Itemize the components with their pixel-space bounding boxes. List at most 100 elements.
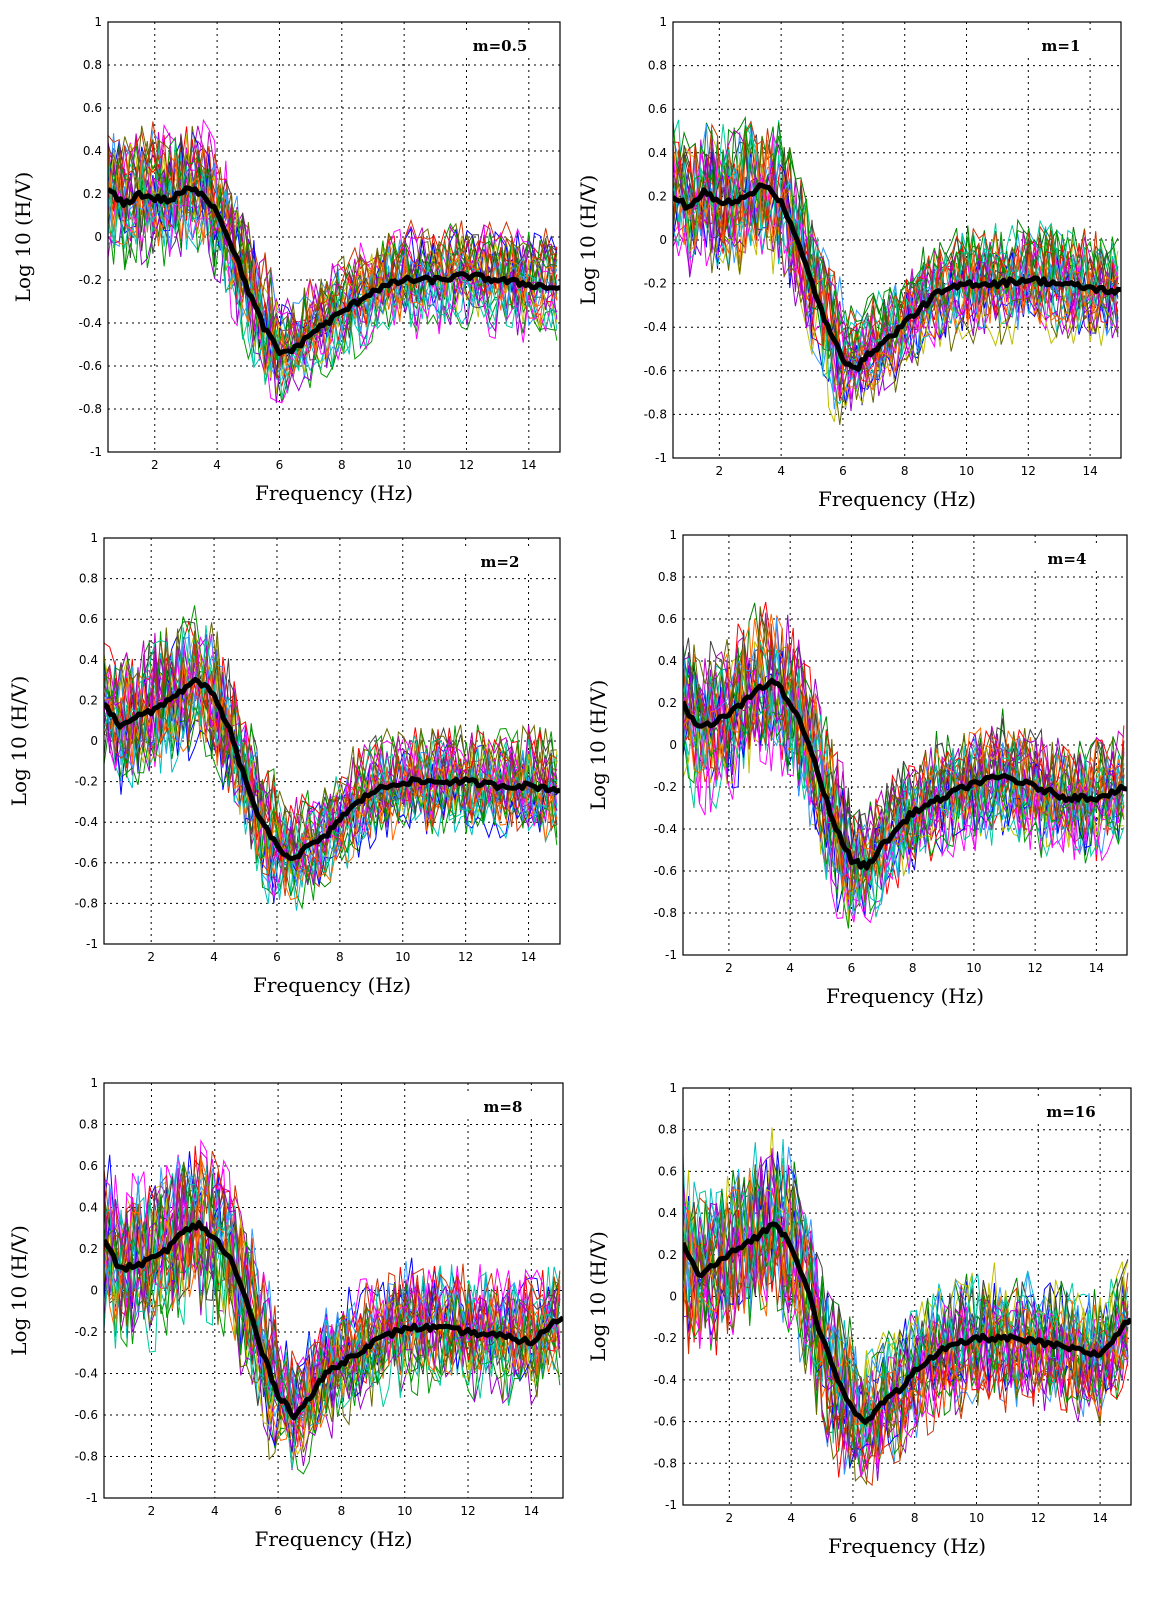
y-tick-label: -0.6 [75,1408,98,1422]
y-tick-label: 0.6 [79,612,98,626]
annotation-bg [1021,32,1099,58]
plot-frame [682,1087,1132,1506]
mean-hv-curve [683,1221,1131,1425]
y-axis-label: Log 10 (H/V) [11,172,35,303]
x-tick-label: 8 [909,961,917,975]
x-tick-label: 4 [211,1504,219,1518]
m-annotation: m=8 [484,1098,523,1116]
y-tick-label: -0.4 [654,1373,677,1387]
x-tick-label: 14 [524,1504,539,1518]
y-tick-label: -0.2 [75,1325,98,1339]
x-tick-label: 12 [1031,1511,1046,1525]
mean-hv-curve [673,182,1121,372]
y-tick-label: 0.6 [79,1159,98,1173]
x-tick-label: 2 [716,464,724,478]
y-tick-label: -0.8 [654,1456,677,1470]
plot-area [673,115,1121,425]
plot-area [108,118,560,404]
y-tick-label: -0.4 [644,320,667,334]
x-tick-label: 6 [848,961,856,975]
x-axis-label: Frequency (Hz) [826,984,984,1008]
x-tick-label: 8 [911,1511,919,1525]
y-tick-label: -1 [90,445,102,459]
x-tick-label: 10 [959,464,974,478]
y-axis-label: Log 10 (H/V) [7,676,31,807]
individual-hv-curve [104,1168,561,1449]
x-tick-label: 6 [276,458,284,472]
y-tick-label: 0.2 [648,189,667,203]
plot-frame [682,534,1128,956]
x-tick-label: 4 [787,1511,795,1525]
x-tick-label: 8 [336,950,344,964]
individual-hv-curve [683,1164,1129,1456]
individual-hv-curve [108,148,558,375]
plot-frame [103,1082,564,1499]
x-tick-label: 6 [849,1511,857,1525]
y-tick-label: 1 [94,15,102,29]
chart-panel-6: -1-0.8-0.6-0.4-0.200.20.40.60.812 4 6 8 10 12… [586,1081,1132,1558]
y-tick-label: -0.6 [654,864,677,878]
annotation-bg [1027,545,1105,571]
y-tick-label: -0.2 [644,277,667,291]
y-tick-label: 0.4 [83,144,102,158]
annotation-bg [1031,1098,1109,1124]
mean-hv-curve [108,185,560,356]
individual-hv-curve [683,606,1125,880]
y-tick-label: -0.4 [75,815,98,829]
m-annotation: m=1 [1042,37,1081,55]
m-annotation: m=0.5 [473,37,528,55]
y-tick-label: 0.4 [79,1201,98,1215]
y-tick-label: -1 [665,948,677,962]
y-tick-label: 0 [659,233,667,247]
individual-hv-curve [108,131,558,351]
x-tick-label: 12 [460,1504,475,1518]
individual-hv-curve [104,639,558,894]
y-tick-label: -0.8 [75,896,98,910]
y-tick-label: 1 [669,528,677,542]
individual-hv-curve [673,169,1119,425]
x-tick-label: 14 [521,950,536,964]
x-tick-label: 12 [458,950,473,964]
y-tick-label: -0.4 [75,1367,98,1381]
x-tick-label: 2 [151,458,159,472]
individual-hv-curve [673,141,1119,393]
y-tick-label: -0.8 [644,407,667,421]
y-tick-label: 0 [94,230,102,244]
m-annotation: m=16 [1046,1103,1095,1121]
plot-area [104,605,560,911]
x-tick-label: 6 [839,464,847,478]
x-tick-label: 10 [395,950,410,964]
y-tick-label: 0.2 [83,187,102,201]
individual-hv-curve [104,1154,561,1427]
plot-area [104,1138,563,1475]
y-tick-label: 0.4 [79,653,98,667]
x-axis-label: Frequency (Hz) [255,481,413,505]
x-axis-label: Frequency (Hz) [818,487,976,511]
individual-hv-curve [108,125,558,379]
x-tick-label: 14 [1082,464,1097,478]
x-tick-label: 14 [521,458,536,472]
y-tick-label: 0.2 [658,696,677,710]
y-tick-label: 0.6 [658,612,677,626]
individual-hv-curve [673,120,1119,353]
x-tick-label: 10 [966,961,981,975]
y-tick-label: 0.4 [658,654,677,668]
x-tick-label: 12 [1027,961,1042,975]
y-tick-label: -0.8 [75,1450,98,1464]
y-tick-label: 0.6 [648,102,667,116]
plot-area [683,1127,1131,1487]
plot-frame [672,21,1122,459]
chart-panel-5: -1-0.8-0.6-0.4-0.200.20.40.60.812 4 6 8 10 12… [7,1076,564,1551]
y-axis-label: Log 10 (H/V) [586,1231,610,1362]
y-tick-label: 0.8 [79,1118,98,1132]
y-tick-label: 0.2 [79,1242,98,1256]
x-tick-label: 6 [274,1504,282,1518]
x-tick-label: 10 [397,1504,412,1518]
x-tick-label: 4 [786,961,794,975]
y-tick-label: 0.2 [79,693,98,707]
individual-hv-curve [108,139,558,387]
y-tick-label: 0.2 [658,1248,677,1262]
x-axis-label: Frequency (Hz) [253,973,411,997]
x-tick-label: 4 [210,950,218,964]
x-tick-label: 6 [273,950,281,964]
